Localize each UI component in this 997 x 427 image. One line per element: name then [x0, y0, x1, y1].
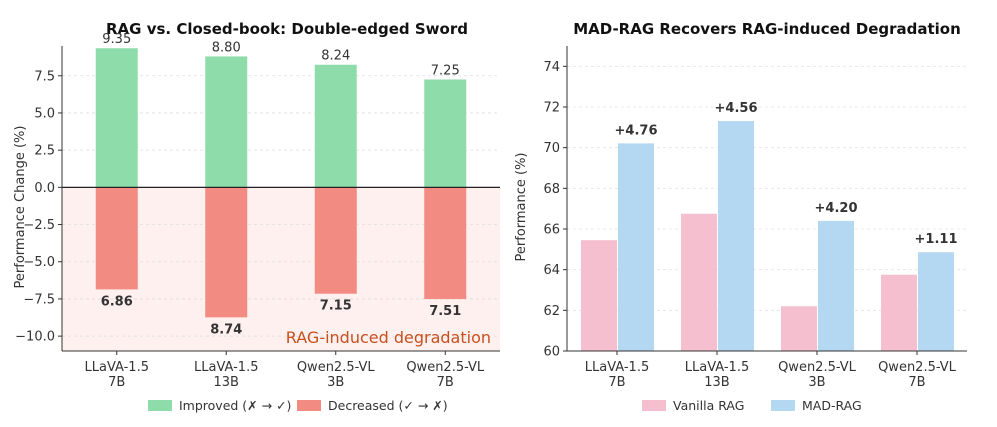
- vanilla-rag-bar: [681, 213, 717, 351]
- right-y-tick-label: 62: [543, 304, 560, 319]
- left-y-tick-label: −5.0: [23, 255, 55, 270]
- degradation-annotation: RAG-induced degradation: [286, 328, 491, 347]
- improved-value-label: 9.35: [102, 32, 131, 47]
- right-x-tick-label: Qwen2.5-VL 7B: [878, 360, 957, 390]
- left-y-tick-label: −10.0: [15, 330, 55, 345]
- right-y-tick-label: 68: [543, 182, 560, 197]
- right-x-tick-label: LLaVA-1.5 13B: [685, 360, 750, 390]
- decreased-value-label: 8.74: [210, 322, 242, 337]
- right-y-tick-label: 64: [543, 263, 560, 278]
- left-y-tick-label: −2.5: [23, 218, 55, 233]
- improved-bar: [314, 64, 357, 188]
- right-y-tick-label: 70: [543, 141, 560, 156]
- decreased-value-label: 6.86: [101, 294, 133, 309]
- mad-rag-bar: [918, 252, 954, 351]
- left-legend-swatch: [297, 400, 321, 411]
- improvement-label: +4.20: [815, 201, 858, 216]
- improved-value-label: 7.25: [431, 63, 460, 78]
- right-x-tick-label: Qwen2.5-VL 3B: [778, 360, 857, 390]
- left-y-tick-label: 7.5: [34, 69, 55, 84]
- improved-value-label: 8.80: [212, 40, 241, 55]
- right-legend-swatch: [771, 400, 795, 411]
- right-y-tick-label: 66: [543, 223, 560, 238]
- decreased-value-label: 7.51: [429, 304, 461, 319]
- decreased-bar: [314, 187, 357, 294]
- left-y-tick-label: −7.5: [23, 292, 55, 307]
- improved-value-label: 8.24: [321, 49, 350, 64]
- left-chart: RAG vs. Closed-book: Double-edged Sword …: [13, 20, 500, 413]
- left-y-axis-label: Performance Change (%): [13, 126, 28, 289]
- left-legend-swatch: [148, 400, 172, 411]
- improvement-label: +4.56: [715, 101, 758, 116]
- improved-bar: [424, 79, 467, 188]
- right-y-tick-label: 60: [543, 345, 560, 360]
- vanilla-rag-bar: [781, 306, 817, 351]
- right-legend-swatch: [642, 400, 666, 411]
- right-legend-label: MAD-RAG: [802, 398, 862, 413]
- decreased-bar: [95, 187, 138, 290]
- decreased-bar: [424, 187, 467, 300]
- mad-rag-bar: [718, 121, 754, 351]
- left-y-tick-label: 2.5: [34, 144, 55, 159]
- right-y-axis-label: Performance (%): [514, 152, 529, 261]
- left-y-tick-label: 5.0: [34, 106, 55, 121]
- mad-rag-bar: [618, 143, 654, 351]
- left-legend-label: Improved (✗ → ✓): [179, 398, 291, 413]
- right-y-tick-label: 72: [543, 101, 560, 116]
- right-y-tick-label: 74: [543, 60, 560, 75]
- mad-rag-bar: [818, 220, 854, 351]
- left-chart-title: RAG vs. Closed-book: Double-edged Sword: [106, 20, 468, 38]
- vanilla-rag-bar: [881, 274, 917, 351]
- decreased-bar: [205, 187, 248, 318]
- improved-bar: [95, 48, 138, 188]
- right-x-tick-label: LLaVA-1.5 7B: [585, 360, 650, 390]
- right-legend-label: Vanilla RAG: [673, 398, 744, 413]
- right-chart-title: MAD-RAG Recovers RAG-induced Degradation: [573, 20, 961, 38]
- improved-bar: [205, 56, 248, 188]
- left-legend-label: Decreased (✓ → ✗): [328, 398, 448, 413]
- vanilla-rag-bar: [581, 240, 617, 351]
- left-x-tick-label: Qwen2.5-VL 3B: [297, 360, 376, 390]
- right-chart: MAD-RAG Recovers RAG-induced Degradation…: [514, 20, 967, 413]
- decreased-value-label: 7.15: [320, 299, 352, 314]
- left-x-tick-label: LLaVA-1.5 7B: [85, 360, 150, 390]
- left-x-tick-label: Qwen2.5-VL 7B: [406, 360, 485, 390]
- left-y-tick-label: 0.0: [34, 181, 55, 196]
- improvement-label: +4.76: [615, 123, 658, 138]
- left-x-tick-label: LLaVA-1.5 13B: [194, 360, 259, 390]
- improvement-label: +1.11: [915, 232, 958, 247]
